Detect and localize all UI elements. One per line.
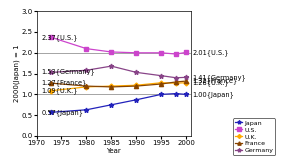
France — [160, 83, 163, 85]
Text: 1.09{U.K.}: 1.09{U.K.} — [42, 87, 78, 94]
France — [110, 86, 113, 88]
Line: Germany: Germany — [49, 64, 189, 80]
Text: 1.27{France}: 1.27{France} — [42, 79, 87, 86]
France — [184, 80, 188, 82]
U.S. — [160, 52, 163, 54]
U.S. — [85, 48, 88, 50]
Germany — [110, 65, 113, 67]
Text: 0.57{Japan}: 0.57{Japan} — [42, 109, 83, 116]
Line: U.K.: U.K. — [50, 81, 188, 92]
Line: Japan: Japan — [49, 91, 189, 115]
U.K. — [110, 85, 113, 87]
Japan — [50, 111, 53, 113]
Legend: Japan, U.S., U.K., France, Germany: Japan, U.S., U.K., France, Germany — [233, 118, 275, 155]
U.K. — [175, 82, 178, 84]
Japan — [184, 93, 188, 95]
Text: 1.53{Germany}: 1.53{Germany} — [42, 68, 95, 75]
Japan — [85, 109, 88, 111]
France — [175, 81, 178, 83]
U.S. — [50, 36, 53, 38]
X-axis label: Year: Year — [106, 148, 121, 154]
France — [85, 85, 88, 87]
Line: U.S.: U.S. — [49, 35, 188, 56]
Line: France: France — [49, 79, 188, 89]
U.K. — [85, 86, 88, 88]
France — [50, 82, 53, 84]
Germany — [160, 75, 163, 77]
Japan — [175, 93, 178, 95]
Japan — [110, 104, 113, 106]
Text: 1.28{U.K.}: 1.28{U.K.} — [192, 79, 229, 86]
Text: 2.01{U.S.}: 2.01{U.S.} — [192, 49, 229, 56]
U.K. — [50, 90, 53, 92]
U.S. — [184, 51, 188, 53]
Y-axis label: 2000(Japan) = 1: 2000(Japan) = 1 — [13, 45, 20, 102]
Japan — [160, 93, 163, 95]
Germany — [50, 71, 53, 73]
Japan — [135, 99, 138, 101]
Text: 1.32{France}: 1.32{France} — [192, 78, 238, 84]
U.S. — [175, 53, 178, 55]
Germany — [175, 77, 178, 79]
Germany — [135, 71, 138, 73]
Text: 1.41{Germany}: 1.41{Germany} — [192, 74, 246, 81]
U.K. — [160, 82, 163, 84]
U.S. — [135, 52, 138, 54]
Germany — [85, 69, 88, 71]
U.K. — [135, 84, 138, 86]
Text: 2.37{U.S.}: 2.37{U.S.} — [42, 34, 78, 41]
Germany — [184, 76, 188, 78]
Text: 1.00{Japan}: 1.00{Japan} — [192, 91, 234, 98]
U.S. — [110, 51, 113, 53]
U.K. — [184, 82, 188, 84]
France — [135, 85, 138, 87]
